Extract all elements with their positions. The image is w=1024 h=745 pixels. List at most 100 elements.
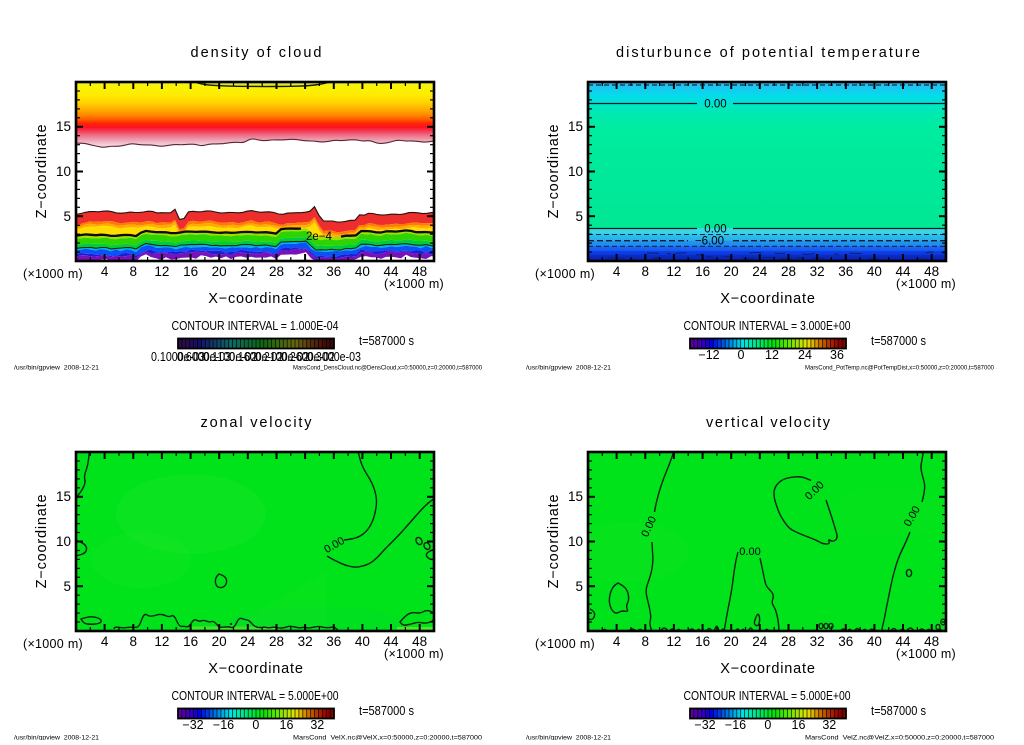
svg-text:−32: −32: [694, 718, 715, 732]
svg-text:Z−coordinate: Z−coordinate: [546, 124, 562, 219]
svg-text:0.00: 0.00: [704, 99, 726, 111]
svg-text:MarsCond_VelZ.nc@VelZ,x=0:5000: MarsCond_VelZ.nc@VelZ,x=0:50000,z=0:2000…: [805, 735, 995, 741]
svg-text:(×1000 m): (×1000 m): [896, 647, 956, 661]
svg-text:48: 48: [924, 634, 939, 649]
svg-text:15: 15: [568, 119, 583, 134]
svg-text:−32: −32: [182, 718, 203, 732]
svg-text:0.00: 0.00: [704, 224, 726, 236]
svg-text:48: 48: [412, 634, 427, 649]
svg-text:36: 36: [830, 348, 844, 362]
svg-text:t=587000 s: t=587000 s: [359, 704, 414, 718]
svg-text:t=587000 s: t=587000 s: [871, 334, 926, 348]
svg-text:4: 4: [613, 634, 621, 649]
svg-text:Z−coordinate: Z−coordinate: [546, 494, 562, 589]
svg-text:48: 48: [412, 264, 427, 279]
svg-text:32: 32: [810, 634, 825, 649]
svg-text:20: 20: [212, 264, 227, 279]
svg-text:40: 40: [867, 634, 882, 649]
svg-text:4: 4: [613, 264, 621, 279]
svg-text:44: 44: [895, 634, 911, 649]
svg-text:12: 12: [765, 348, 779, 362]
svg-text:CONTOUR INTERVAL = 1.000E-04: CONTOUR INTERVAL = 1.000E-04: [172, 318, 339, 333]
svg-text:−12: −12: [698, 348, 719, 362]
svg-text:CONTOUR INTERVAL = 5.000E+00: CONTOUR INTERVAL = 5.000E+00: [684, 688, 851, 703]
svg-text:0.1600e-02: 0.1600e-02: [229, 350, 283, 364]
svg-text:28: 28: [269, 634, 284, 649]
svg-text:15: 15: [56, 489, 71, 504]
svg-text:5: 5: [575, 209, 583, 224]
svg-text:24: 24: [240, 264, 256, 279]
svg-text:20: 20: [724, 634, 739, 649]
svg-text:0.1000e-03: 0.1000e-03: [151, 350, 205, 364]
svg-text:0.00: 0.00: [739, 546, 760, 558]
svg-text:MarsCond_PotTemp.nc@PotTempDis: MarsCond_PotTemp.nc@PotTempDist,x=0:5000…: [805, 365, 994, 372]
svg-text:zonal velocity: zonal velocity: [201, 415, 313, 431]
svg-text:20: 20: [724, 264, 739, 279]
svg-text:8: 8: [130, 264, 138, 279]
svg-text:32: 32: [298, 264, 313, 279]
svg-text:2e−4: 2e−4: [306, 231, 333, 243]
svg-text:−16: −16: [213, 718, 234, 732]
svg-text:vertical velocity: vertical velocity: [706, 415, 831, 431]
svg-text:16: 16: [792, 718, 806, 732]
svg-text:/usr/bin/gpview 2008-12-21: /usr/bin/gpview 2008-12-21: [526, 735, 612, 741]
svg-text:(×1000 m): (×1000 m): [896, 277, 956, 291]
svg-text:24: 24: [240, 634, 256, 649]
svg-text:density of cloud: density of cloud: [191, 45, 322, 61]
svg-text:0: 0: [764, 718, 771, 732]
svg-text:X−coordinate: X−coordinate: [720, 661, 815, 677]
svg-text:12: 12: [666, 634, 681, 649]
svg-text:44: 44: [383, 264, 399, 279]
svg-text:MarsCond_VelX.nc@VelX,x=0:5000: MarsCond_VelX.nc@VelX,x=0:50000,z=0:2000…: [293, 735, 483, 741]
svg-text:0: 0: [252, 718, 259, 732]
svg-text:/usr/bin/gpview 2008-12-21: /usr/bin/gpview 2008-12-21: [526, 365, 612, 372]
svg-text:10: 10: [568, 534, 583, 549]
svg-text:16: 16: [183, 264, 198, 279]
svg-text:28: 28: [269, 264, 284, 279]
svg-text:32: 32: [810, 264, 825, 279]
svg-text:16: 16: [695, 264, 710, 279]
svg-text:(×1000 m): (×1000 m): [535, 267, 595, 281]
svg-text:36: 36: [326, 264, 341, 279]
svg-text:12: 12: [666, 264, 681, 279]
svg-text:36: 36: [838, 264, 853, 279]
svg-text:10: 10: [56, 534, 71, 549]
svg-text:8: 8: [130, 634, 138, 649]
svg-text:4: 4: [101, 264, 109, 279]
svg-text:40: 40: [355, 264, 370, 279]
svg-text:0.3000e-03: 0.3000e-03: [307, 350, 361, 364]
svg-text:15: 15: [56, 119, 71, 134]
svg-text:44: 44: [895, 264, 911, 279]
svg-text:8: 8: [642, 634, 650, 649]
svg-text:40: 40: [867, 264, 882, 279]
svg-text:16: 16: [695, 634, 710, 649]
svg-text:5: 5: [63, 579, 71, 594]
svg-text:(×1000 m): (×1000 m): [384, 277, 444, 291]
svg-text:32: 32: [310, 718, 324, 732]
svg-text:44: 44: [383, 634, 399, 649]
svg-text:/usr/bin/gpview 2008-12-21: /usr/bin/gpview 2008-12-21: [14, 365, 100, 372]
svg-text:28: 28: [781, 264, 796, 279]
svg-text:CONTOUR INTERVAL = 3.000E+00: CONTOUR INTERVAL = 3.000E+00: [684, 318, 851, 333]
svg-text:t=587000 s: t=587000 s: [359, 334, 414, 348]
svg-text:5: 5: [575, 579, 583, 594]
svg-text:12: 12: [154, 634, 169, 649]
svg-text:24: 24: [798, 348, 812, 362]
svg-text:24: 24: [752, 264, 768, 279]
svg-text:16: 16: [183, 634, 198, 649]
svg-text:15: 15: [568, 489, 583, 504]
svg-text:(×1000 m): (×1000 m): [23, 267, 83, 281]
svg-text:0.2100e-02: 0.2100e-02: [255, 350, 309, 364]
svg-text:−16: −16: [725, 718, 746, 732]
svg-text:10: 10: [568, 164, 583, 179]
svg-text:24: 24: [752, 634, 768, 649]
svg-text:12: 12: [154, 264, 169, 279]
svg-text:CONTOUR INTERVAL = 5.000E+00: CONTOUR INTERVAL = 5.000E+00: [172, 688, 339, 703]
svg-text:Z−coordinate: Z−coordinate: [34, 494, 50, 589]
svg-text:0.1100e-02: 0.1100e-02: [203, 350, 257, 364]
svg-text:4: 4: [101, 634, 109, 649]
svg-text:(×1000 m): (×1000 m): [23, 637, 83, 651]
svg-text:X−coordinate: X−coordinate: [720, 291, 815, 307]
svg-text:t=587000 s: t=587000 s: [871, 704, 926, 718]
svg-text:X−coordinate: X−coordinate: [208, 661, 303, 677]
